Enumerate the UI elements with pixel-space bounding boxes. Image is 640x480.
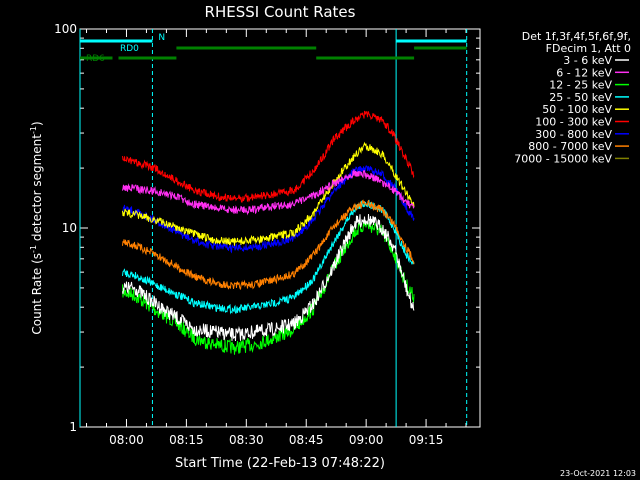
series-line	[122, 165, 415, 254]
legend-label: 6 - 12 keV	[556, 66, 612, 79]
x-tick-label: 09:15	[409, 433, 444, 447]
instrument-annotations: RD0 N RD6	[79, 29, 468, 427]
legend-label: 25 - 50 keV	[549, 91, 612, 104]
annotation-label: RD0	[120, 44, 139, 54]
x-axis-label: Start Time (22-Feb-13 07:48:22)	[175, 456, 385, 471]
series-line	[122, 199, 415, 315]
legend-label: 7000 - 15000 keV	[514, 152, 612, 165]
x-tick-label: 08:45	[289, 433, 324, 447]
chart-title: RHESSI Count Rates	[205, 3, 356, 21]
legend-label: 3 - 6 keV	[563, 54, 612, 67]
legend-label: 800 - 7000 keV	[528, 140, 612, 153]
legend-header-1: Det 1f,3f,4f,5f,6f,9f,	[522, 30, 631, 43]
series-line	[122, 169, 415, 216]
y-tick-label: 1	[69, 420, 77, 434]
axis-ticks: 08:00 08:15 08:30 08:45 09:00 09:15 1 10 100	[54, 22, 480, 447]
y-tick-label: 100	[54, 22, 77, 36]
series-line	[122, 220, 415, 355]
series-line	[122, 199, 415, 290]
x-tick-label: 09:00	[349, 433, 384, 447]
x-tick-label: 08:30	[229, 433, 264, 447]
y-tick-label: 10	[62, 221, 77, 235]
series-line	[122, 141, 415, 246]
legend-label: 12 - 25 keV	[549, 79, 612, 92]
footer-date: 23-Oct-2021 12:03	[560, 469, 636, 478]
x-tick-label: 08:00	[109, 433, 144, 447]
series-line	[122, 110, 415, 203]
annotation-label: N	[158, 33, 165, 43]
legend-header-2: FDecim 1, Att 0	[546, 42, 631, 55]
x-tick-label: 08:15	[169, 433, 204, 447]
plot-frame	[79, 28, 481, 428]
series-line	[122, 213, 415, 342]
annotation-label: RD6	[86, 54, 105, 64]
legend-label: 50 - 100 keV	[542, 103, 612, 116]
series-layer	[122, 110, 415, 355]
legend-label: 100 - 300 keV	[535, 116, 612, 129]
y-axis-label: Count Rate (s-1 detector segment-1)	[29, 121, 44, 334]
legend-label: 300 - 800 keV	[535, 128, 612, 141]
